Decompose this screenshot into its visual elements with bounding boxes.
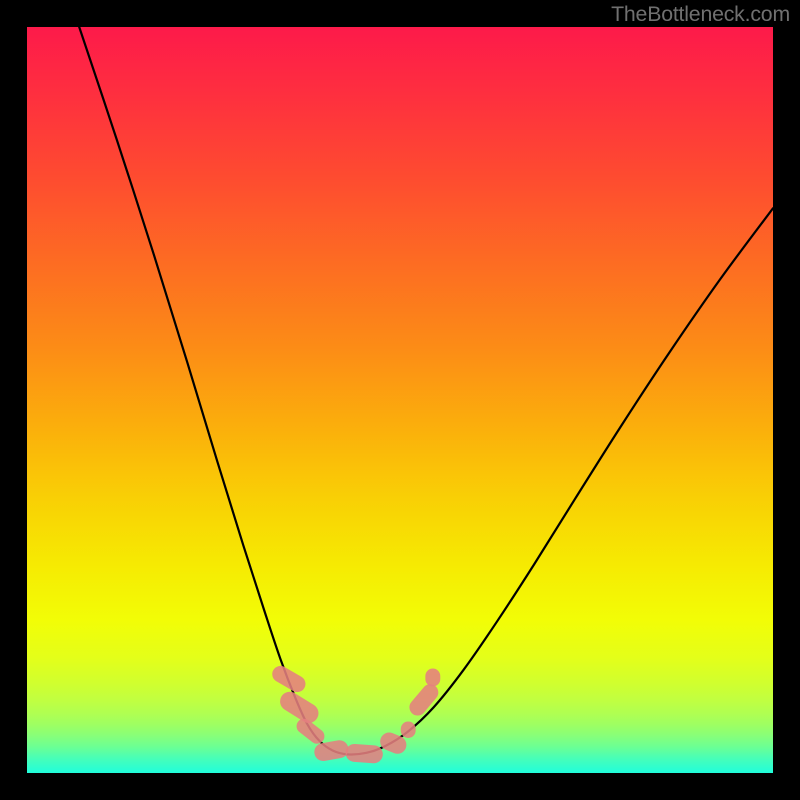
- chart-container: TheBottleneck.com: [0, 0, 800, 800]
- curve-marker: [425, 669, 440, 687]
- bottleneck-chart: [0, 0, 800, 800]
- curve-marker: [401, 722, 416, 738]
- watermark-label: TheBottleneck.com: [611, 2, 790, 27]
- chart-gradient-background: [27, 27, 773, 773]
- curve-marker: [345, 743, 383, 763]
